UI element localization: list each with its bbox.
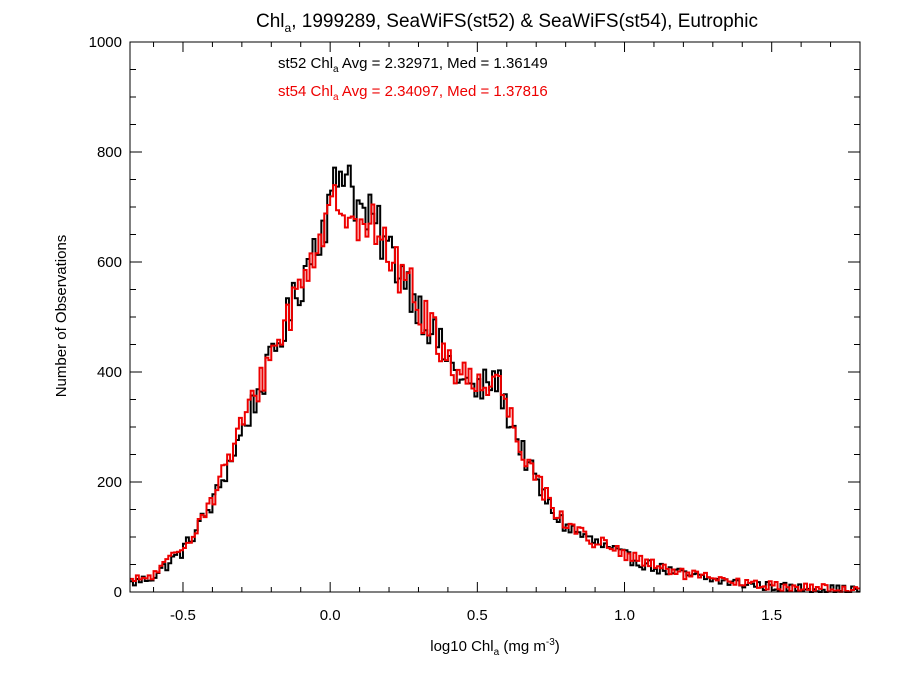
x-axis-title: log10 Chla (mg m-3) [430, 637, 560, 658]
x-tick-label: 1.5 [761, 607, 782, 624]
axis-ticks [130, 41, 861, 593]
histogram-series-st54 [130, 184, 860, 593]
x-tick-label: 0.0 [320, 607, 341, 624]
y-tick-label: 1000 [89, 34, 122, 51]
y-axis-title: Number of Observations [53, 235, 70, 398]
annotation-st52: st52 Chla Avg = 2.32971, Med = 1.36149 [278, 55, 548, 75]
series-layer [130, 164, 860, 593]
y-tick-label: 200 [97, 474, 122, 491]
y-tick-label: 600 [97, 254, 122, 271]
x-tick-label: -0.5 [170, 607, 196, 624]
histogram-series-st52 [130, 164, 860, 593]
plot-frame [129, 41, 861, 593]
y-tick-label: 400 [97, 364, 122, 381]
tick-labels: -0.5 0.0 0.5 1.0 1.5 0 200 400 600 800 1000 [89, 34, 782, 624]
x-tick-label: 0.5 [467, 607, 488, 624]
y-tick-label: 800 [97, 144, 122, 161]
x-tick-label: 1.0 [614, 607, 635, 624]
y-tick-label: 0 [114, 584, 122, 601]
chart-title: Chla, 1999289, SeaWiFS(st52) & SeaWiFS(s… [256, 11, 758, 35]
annotation-st54: st54 Chla Avg = 2.34097, Med = 1.37816 [278, 83, 548, 103]
